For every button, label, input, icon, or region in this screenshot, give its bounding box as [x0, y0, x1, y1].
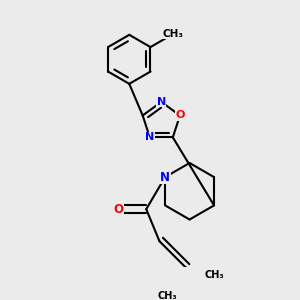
Text: CH₃: CH₃: [157, 291, 177, 300]
Text: N: N: [145, 132, 154, 142]
Text: N: N: [160, 171, 170, 184]
Text: O: O: [113, 203, 123, 216]
Text: O: O: [175, 110, 184, 121]
Text: N: N: [157, 97, 166, 107]
Text: CH₃: CH₃: [163, 29, 184, 39]
Text: CH₃: CH₃: [204, 270, 224, 280]
